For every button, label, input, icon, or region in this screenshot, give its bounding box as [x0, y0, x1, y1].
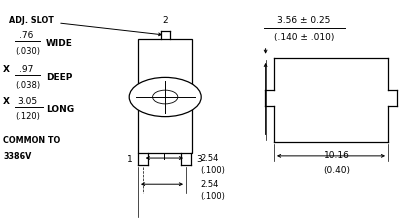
Text: 3.56 ± 0.25: 3.56 ± 0.25 — [277, 16, 331, 25]
Text: COMMON TO: COMMON TO — [3, 136, 60, 145]
Text: LONG: LONG — [46, 104, 74, 114]
Text: (.120): (.120) — [15, 112, 40, 121]
Text: X: X — [3, 97, 10, 106]
Text: (.038): (.038) — [15, 80, 40, 90]
Text: .97: .97 — [19, 65, 34, 74]
Circle shape — [129, 77, 201, 117]
Text: 2.54: 2.54 — [200, 180, 218, 189]
Text: DEEP: DEEP — [46, 73, 72, 82]
Text: 3.05: 3.05 — [17, 97, 37, 106]
Circle shape — [153, 90, 178, 104]
Text: (.140 ± .010): (.140 ± .010) — [274, 32, 334, 42]
Text: .76: .76 — [19, 31, 34, 41]
Text: 1: 1 — [127, 155, 133, 164]
Text: ADJ. SLOT: ADJ. SLOT — [9, 16, 54, 25]
Text: (.030): (.030) — [15, 47, 40, 56]
Text: (0.40): (0.40) — [323, 165, 350, 175]
Text: 3386V: 3386V — [3, 152, 32, 162]
Text: X: X — [3, 65, 10, 74]
Text: WIDE: WIDE — [46, 39, 73, 48]
Text: 3: 3 — [196, 155, 202, 164]
Text: 10.16: 10.16 — [324, 151, 350, 160]
Text: 2.54: 2.54 — [200, 153, 218, 163]
Text: (.100): (.100) — [200, 192, 225, 201]
Text: 2: 2 — [162, 16, 168, 25]
Bar — [138, 39, 192, 153]
Text: (.100): (.100) — [200, 165, 225, 175]
